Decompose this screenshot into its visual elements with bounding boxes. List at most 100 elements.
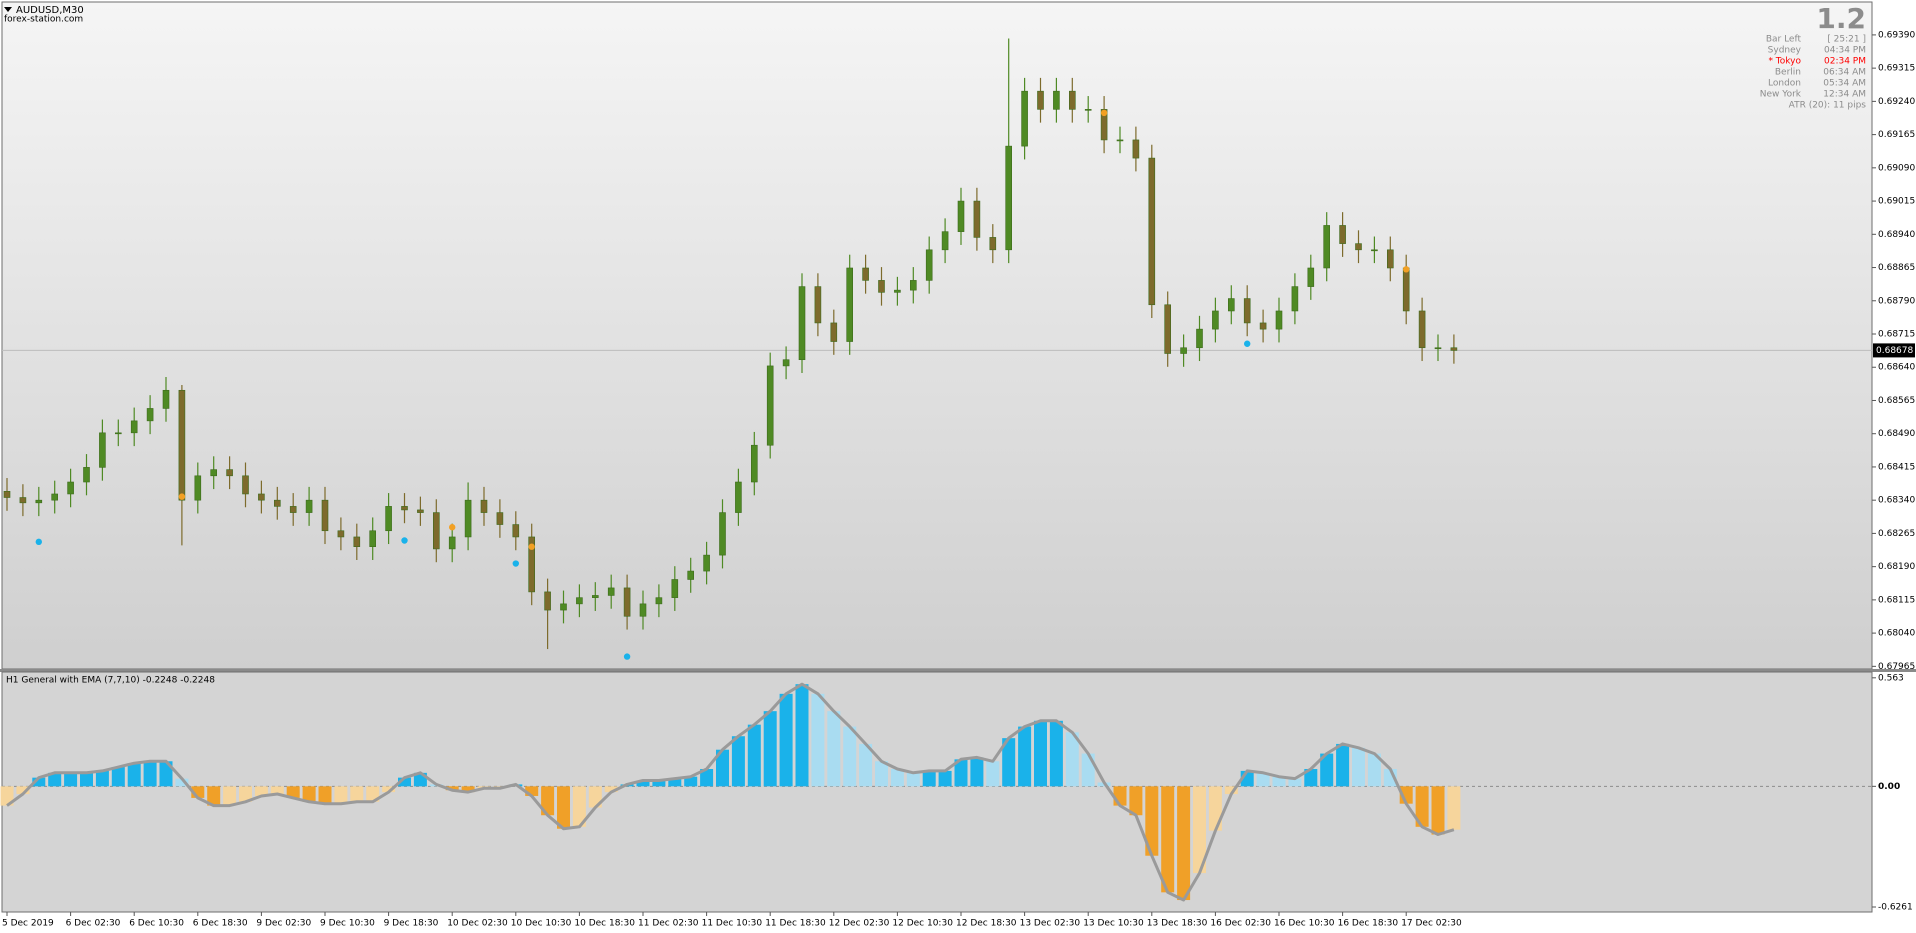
- candle-body: [258, 493, 265, 501]
- candle-body: [957, 200, 965, 232]
- candle-body: [115, 432, 122, 435]
- histogram-bar: [95, 770, 109, 787]
- candle-body: [862, 267, 869, 281]
- candle-body: [337, 530, 345, 538]
- histogram-bar: [1288, 778, 1302, 787]
- histogram-bar: [286, 786, 300, 798]
- candle-body: [369, 530, 377, 548]
- histogram-bar: [64, 772, 78, 787]
- candle-body: [464, 499, 472, 538]
- x-tick-label: 9 Dec 18:30: [384, 919, 439, 929]
- histogram-bar: [382, 786, 396, 793]
- ema-line: [6, 682, 1455, 902]
- candle-body: [1243, 298, 1251, 324]
- candle-body: [1339, 225, 1346, 244]
- info-row-value: 02:34 PM: [1824, 57, 1866, 67]
- histogram-bar: [1431, 786, 1445, 835]
- signal-dot: [1244, 340, 1251, 347]
- signal-dot: [1403, 266, 1410, 273]
- candle-body: [67, 481, 74, 495]
- histogram-bar: [1415, 786, 1429, 827]
- x-tick-label: 11 Dec 18:30: [765, 919, 826, 929]
- histogram-bar: [111, 767, 125, 787]
- candle-body: [210, 469, 217, 477]
- histogram-bar: [254, 786, 268, 796]
- candle-body: [1323, 225, 1330, 269]
- candle-body: [1355, 243, 1362, 251]
- histogram-bar: [1224, 786, 1238, 795]
- histogram-bar: [700, 768, 714, 787]
- histogram-bar: [1065, 732, 1079, 787]
- candle-body: [560, 603, 567, 611]
- candle-body: [1180, 347, 1187, 354]
- histogram-bar: [143, 761, 157, 787]
- histogram-bar: [954, 759, 968, 787]
- histogram-bar: [557, 786, 570, 829]
- histogram-bar: [270, 786, 284, 795]
- y-tick-label: -0.6261: [1878, 903, 1913, 913]
- candle-body: [353, 536, 361, 548]
- x-tick-label: 16 Dec 18:30: [1338, 919, 1399, 929]
- candle-body: [1069, 90, 1076, 110]
- candle-body: [480, 499, 488, 513]
- candle-body: [544, 591, 551, 611]
- candle-body: [401, 506, 408, 511]
- y-tick-label: 0.69240: [1878, 97, 1915, 107]
- candle-body: [607, 587, 615, 596]
- panel-separator: [0, 669, 1916, 672]
- candle-body: [35, 499, 43, 504]
- histogram-bar: [779, 693, 793, 787]
- histogram-bar: [652, 780, 666, 787]
- candle-body: [655, 597, 663, 605]
- symbol-title: AUDUSD,M30: [16, 5, 84, 16]
- histogram-bar: [1352, 747, 1365, 787]
- histogram-bar: [350, 786, 364, 802]
- histogram-bar: [366, 786, 380, 802]
- candle-body: [687, 570, 695, 580]
- x-tick-label: 6 Dec 10:30: [129, 919, 184, 929]
- candle-body: [1116, 139, 1124, 142]
- histogram-bar: [16, 786, 30, 795]
- y-tick-label: 0.69090: [1878, 163, 1915, 173]
- histogram-bar: [175, 778, 189, 787]
- x-tick-label: 10 Dec 18:30: [574, 919, 635, 929]
- y-tick-label: 0.69165: [1878, 130, 1915, 140]
- candle-body: [1402, 267, 1410, 312]
- y-tick-label: 0.68790: [1878, 296, 1915, 306]
- menu-arrow[interactable]: [4, 7, 12, 12]
- y-tick-label: 0.68865: [1878, 263, 1915, 273]
- info-row-value: [ 25:21 ]: [1827, 35, 1866, 45]
- x-tick-label: 13 Dec 18:30: [1147, 919, 1208, 929]
- candle-body: [178, 389, 186, 501]
- histogram-bar: [1049, 720, 1063, 787]
- x-tick-label: 11 Dec 02:30: [638, 919, 699, 929]
- candle-body: [1084, 109, 1092, 111]
- candle-body: [703, 554, 710, 572]
- histogram-bar: [1177, 786, 1191, 901]
- y-tick-label: 0.68715: [1878, 330, 1915, 340]
- candle-body: [973, 200, 981, 238]
- candle-body: [242, 475, 249, 495]
- histogram-bar: [302, 786, 316, 802]
- x-tick-label: 10 Dec 10:30: [511, 919, 572, 929]
- histogram-bar: [875, 761, 888, 787]
- version-label: 1.2: [1816, 2, 1866, 35]
- histogram-bar: [811, 693, 825, 787]
- site-label: forex-station.com: [4, 15, 83, 25]
- x-tick-label: 9 Dec 10:30: [320, 919, 375, 929]
- main-panel: [1, 1, 1873, 670]
- x-tick-label: 12 Dec 18:30: [956, 919, 1017, 929]
- x-tick-label: 11 Dec 10:30: [702, 919, 763, 929]
- candle-body: [1132, 139, 1140, 159]
- histogram-bar: [731, 736, 745, 787]
- candle-body: [750, 444, 758, 483]
- candle-body: [162, 389, 170, 409]
- candle-body: [432, 512, 440, 550]
- candle-body: [226, 469, 233, 477]
- histogram-bar: [684, 776, 698, 787]
- histogram-bar: [318, 786, 332, 804]
- candle-body: [305, 499, 313, 513]
- histogram-bar: [747, 724, 761, 787]
- histogram-bar: [1304, 768, 1318, 787]
